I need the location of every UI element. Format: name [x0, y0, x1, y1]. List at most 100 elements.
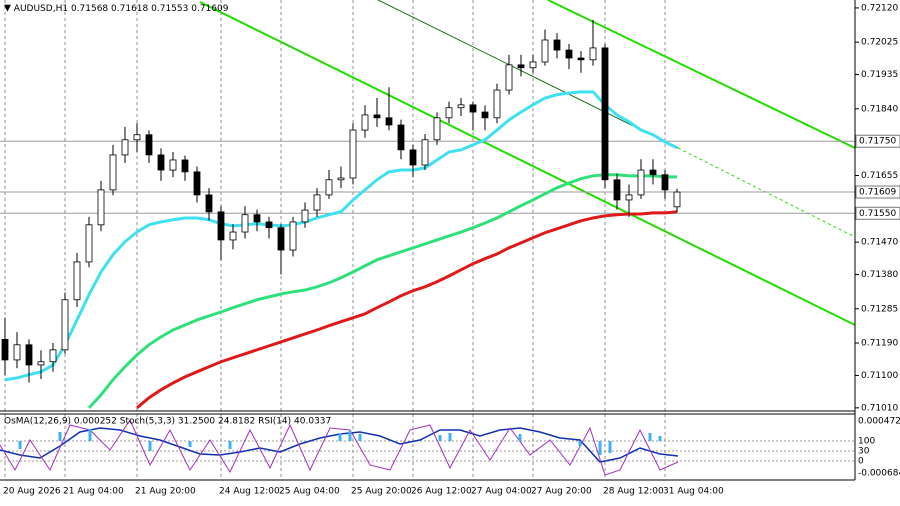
candle-body — [625, 194, 633, 201]
candle-body — [337, 177, 345, 181]
candle-body — [13, 344, 21, 361]
candle-body — [661, 174, 669, 191]
trend-line — [199, 1, 856, 326]
x-tick-label: 28 Aug 12:00 — [603, 487, 664, 497]
x-tick-label: 25 Aug 20:00 — [351, 487, 412, 497]
candle-body — [241, 214, 249, 233]
candle-body — [469, 104, 477, 113]
candle-body — [589, 47, 597, 61]
x-tick-label: 24 Aug 12:00 — [219, 487, 280, 497]
candle-body — [229, 231, 237, 241]
osc-axis-label: 0 — [858, 457, 864, 467]
ohlc-high: 0.71618 — [111, 4, 148, 14]
candle-body — [433, 117, 441, 141]
candle-body — [421, 139, 429, 166]
level-label: 0.71550 — [859, 209, 896, 219]
trend-line — [377, 0, 679, 149]
candle-body — [61, 299, 69, 351]
candle-body — [289, 221, 297, 251]
candle-body — [25, 344, 33, 366]
osc-axis-label: 0.000472 — [858, 417, 900, 427]
osc-axis-label: 100 — [858, 437, 875, 447]
candle-body — [565, 49, 573, 59]
moving-average — [136, 210, 678, 409]
candle-body — [277, 227, 285, 251]
x-tick-label: 21 Aug 04:00 — [63, 487, 124, 497]
candle-body — [85, 224, 93, 263]
candle-body — [193, 171, 201, 196]
candle-body — [673, 191, 681, 208]
x-tick-label: 31 Aug 04:00 — [663, 487, 724, 497]
candle-body — [181, 159, 189, 173]
candle-body — [361, 114, 369, 131]
osc-axis-label: -0.000684 — [858, 469, 900, 479]
y-tick-label: 0.72120 — [861, 3, 898, 13]
candle-body — [121, 139, 129, 156]
candles — [1, 19, 681, 383]
candle-body — [613, 179, 621, 201]
candle-body — [493, 89, 501, 119]
y-tick-label: 0.71010 — [861, 403, 898, 413]
candle-body — [385, 117, 393, 126]
candle-body — [601, 47, 609, 181]
stoch-trace — [0, 418, 679, 476]
trend-line — [547, 0, 856, 149]
level-label-box — [855, 185, 900, 199]
candle-body — [157, 154, 165, 171]
symbol-header: ▼ AUDUSD,H1 0.71568 0.71618 0.71553 0.71… — [4, 4, 229, 14]
x-tick-label: 25 Aug 04:00 — [279, 487, 340, 497]
candle-body — [37, 361, 45, 366]
candle-body — [49, 349, 57, 363]
moving-averages — [4, 90, 678, 409]
y-tick-label: 0.71285 — [861, 304, 898, 314]
y-tick-label: 0.71840 — [861, 104, 898, 114]
ohlc-open: 0.71568 — [71, 4, 108, 14]
candle-body — [349, 129, 357, 179]
candle-body — [505, 64, 513, 91]
candle-body — [397, 124, 405, 151]
candle-body — [253, 214, 261, 223]
x-tick-label: 21 Aug 20:00 — [135, 487, 196, 497]
candle-body — [517, 64, 525, 69]
y-tick-label: 0.71655 — [861, 171, 898, 181]
candle-body — [169, 159, 177, 171]
level-label: 0.71750 — [859, 137, 896, 147]
level-label-box — [855, 134, 900, 148]
candle-body — [325, 179, 333, 196]
symbol: AUDUSD,H1 — [14, 4, 68, 14]
moving-average — [4, 90, 678, 382]
candle-body — [73, 261, 81, 301]
level-label-box — [855, 206, 900, 220]
candle-body — [637, 169, 645, 196]
candle-body — [373, 114, 381, 119]
candle-body — [481, 111, 489, 119]
y-tick-label: 0.72025 — [861, 38, 898, 48]
candle-body — [409, 149, 417, 166]
y-tick-label: 0.71100 — [861, 371, 898, 381]
candle-body — [553, 39, 561, 51]
y-tick-label: 0.71190 — [861, 338, 898, 348]
x-tick-label: 27 Aug 20:00 — [531, 487, 592, 497]
candle-body — [109, 154, 117, 191]
candle-body — [205, 194, 213, 213]
x-tick-label: 20 Aug 2026 — [3, 487, 61, 497]
candle-body — [1, 338, 9, 361]
candle-body — [445, 107, 453, 119]
indicator-header: OsMA(12,26,9) 0.000252 Stoch(5,3,3) 31.2… — [4, 417, 331, 427]
y-tick-label: 0.71935 — [861, 70, 898, 80]
x-tick-label: 26 Aug 12:00 — [411, 487, 472, 497]
moving-average — [87, 173, 677, 409]
candle-body — [577, 57, 585, 61]
y-tick-label: 0.71470 — [861, 238, 898, 248]
candle-body — [301, 209, 309, 223]
ohlc-low: 0.71553 — [151, 4, 188, 14]
candle-body — [529, 61, 537, 69]
candle-body — [133, 134, 141, 141]
osma-histogram — [18, 429, 662, 455]
x-tick-label: 27 Aug 04:00 — [471, 487, 532, 497]
candle-body — [145, 134, 153, 156]
candle-body — [265, 221, 273, 229]
